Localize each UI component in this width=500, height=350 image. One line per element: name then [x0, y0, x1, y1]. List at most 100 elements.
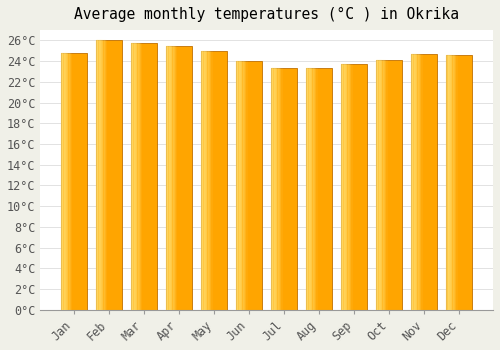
- Bar: [276, 68, 278, 310]
- Bar: [319, 68, 320, 310]
- Bar: [384, 60, 386, 310]
- Bar: [208, 51, 209, 310]
- Bar: [108, 41, 109, 310]
- Bar: [401, 60, 402, 310]
- Bar: [178, 46, 179, 310]
- Bar: [324, 68, 326, 310]
- Bar: [180, 46, 182, 310]
- Bar: [166, 46, 168, 310]
- Bar: [65, 53, 66, 310]
- Bar: [106, 41, 108, 310]
- Bar: [187, 46, 188, 310]
- Bar: [435, 54, 436, 310]
- Bar: [236, 61, 238, 310]
- Bar: [117, 41, 118, 310]
- Bar: [312, 68, 314, 310]
- Bar: [70, 53, 71, 310]
- Bar: [148, 42, 150, 310]
- Bar: [316, 68, 318, 310]
- Bar: [248, 61, 249, 310]
- Bar: [257, 61, 258, 310]
- Bar: [217, 51, 218, 310]
- Bar: [424, 54, 426, 310]
- Bar: [418, 54, 419, 310]
- Bar: [186, 46, 187, 310]
- Bar: [354, 64, 356, 310]
- Bar: [256, 61, 257, 310]
- Bar: [291, 68, 292, 310]
- Bar: [135, 42, 136, 310]
- Bar: [190, 46, 191, 310]
- Bar: [314, 68, 316, 310]
- Bar: [274, 68, 275, 310]
- Bar: [175, 46, 176, 310]
- Bar: [254, 61, 256, 310]
- Bar: [96, 41, 122, 310]
- Bar: [139, 42, 140, 310]
- Bar: [286, 68, 287, 310]
- Bar: [283, 68, 284, 310]
- Bar: [450, 55, 452, 310]
- Bar: [310, 68, 312, 310]
- Bar: [134, 42, 135, 310]
- Bar: [84, 53, 86, 310]
- Bar: [179, 46, 180, 310]
- Bar: [204, 51, 205, 310]
- Bar: [143, 42, 144, 310]
- Bar: [393, 60, 394, 310]
- Bar: [62, 53, 64, 310]
- Bar: [376, 60, 378, 310]
- Bar: [101, 41, 102, 310]
- Bar: [326, 68, 327, 310]
- Bar: [390, 60, 392, 310]
- Bar: [242, 61, 244, 310]
- Bar: [82, 53, 83, 310]
- Bar: [349, 64, 350, 310]
- Bar: [114, 41, 116, 310]
- Bar: [249, 61, 250, 310]
- Bar: [240, 61, 242, 310]
- Bar: [131, 42, 132, 310]
- Bar: [382, 60, 384, 310]
- Bar: [136, 42, 138, 310]
- Bar: [172, 46, 174, 310]
- Bar: [212, 51, 213, 310]
- Bar: [168, 46, 170, 310]
- Bar: [78, 53, 80, 310]
- Bar: [74, 53, 76, 310]
- Bar: [358, 64, 360, 310]
- Bar: [380, 60, 382, 310]
- Bar: [452, 55, 453, 310]
- Bar: [366, 64, 368, 310]
- Bar: [290, 68, 291, 310]
- Bar: [112, 41, 113, 310]
- Bar: [205, 51, 206, 310]
- Bar: [361, 64, 362, 310]
- Bar: [397, 60, 398, 310]
- Bar: [400, 60, 401, 310]
- Bar: [386, 60, 388, 310]
- Bar: [341, 64, 342, 310]
- Bar: [462, 55, 464, 310]
- Bar: [201, 51, 228, 310]
- Bar: [414, 54, 415, 310]
- Bar: [427, 54, 428, 310]
- Bar: [411, 54, 412, 310]
- Bar: [226, 51, 228, 310]
- Bar: [456, 55, 458, 310]
- Bar: [394, 60, 396, 310]
- Bar: [214, 51, 216, 310]
- Bar: [150, 42, 152, 310]
- Bar: [97, 41, 98, 310]
- Bar: [398, 60, 400, 310]
- Bar: [411, 54, 438, 310]
- Bar: [420, 54, 422, 310]
- Bar: [272, 68, 274, 310]
- Bar: [318, 68, 319, 310]
- Bar: [330, 68, 331, 310]
- Bar: [306, 68, 332, 310]
- Bar: [69, 53, 70, 310]
- Bar: [191, 46, 192, 310]
- Bar: [348, 64, 349, 310]
- Bar: [144, 42, 146, 310]
